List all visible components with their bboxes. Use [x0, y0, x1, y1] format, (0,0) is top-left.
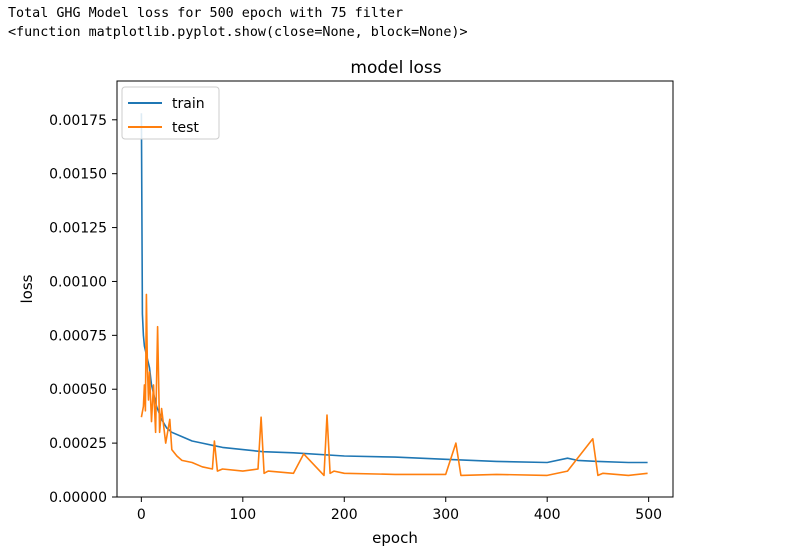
x-tick-label: 400: [534, 507, 561, 523]
x-axis-label: epoch: [372, 529, 418, 547]
y-tick-label: 0.00025: [49, 436, 107, 452]
y-tick-label: 0.00175: [49, 113, 107, 129]
x-axis: 0 100 200 300 400 500: [137, 497, 662, 523]
y-tick-label: 0.00150: [49, 167, 107, 183]
output-line-title: Total GHG Model loss for 500 epoch with …: [8, 6, 404, 21]
y-tick-label: 0.00125: [49, 221, 107, 237]
x-tick-label: 300: [432, 507, 459, 523]
legend-box: [121, 86, 220, 140]
y-tick-label: 0.00075: [49, 328, 107, 344]
x-tick-label: 500: [635, 507, 662, 523]
y-tick-label: 0.00000: [49, 490, 107, 506]
plot-lines: [140, 113, 648, 477]
x-tick-label: 0: [137, 507, 146, 523]
x-tick-label: 200: [331, 507, 358, 523]
y-axis-label: loss: [18, 274, 36, 303]
y-tick-label: 0.00100: [49, 274, 107, 290]
x-tick-label: 100: [229, 507, 256, 523]
plot-frame: [116, 80, 674, 498]
y-axis: 0.00000 0.00025 0.00050 0.00075 0.00100 0.001…: [49, 113, 117, 506]
series-line-test: [140, 293, 648, 477]
output-line-function-repr: <function matplotlib.pyplot.show(close=N…: [8, 25, 468, 40]
series-line-train: [140, 113, 648, 464]
legend-train-label: train: [172, 96, 205, 112]
legend-test-label: test: [172, 120, 199, 136]
y-tick-label: 0.00050: [49, 382, 107, 398]
chart-title: model loss: [350, 58, 441, 78]
legend: train test: [121, 86, 220, 140]
